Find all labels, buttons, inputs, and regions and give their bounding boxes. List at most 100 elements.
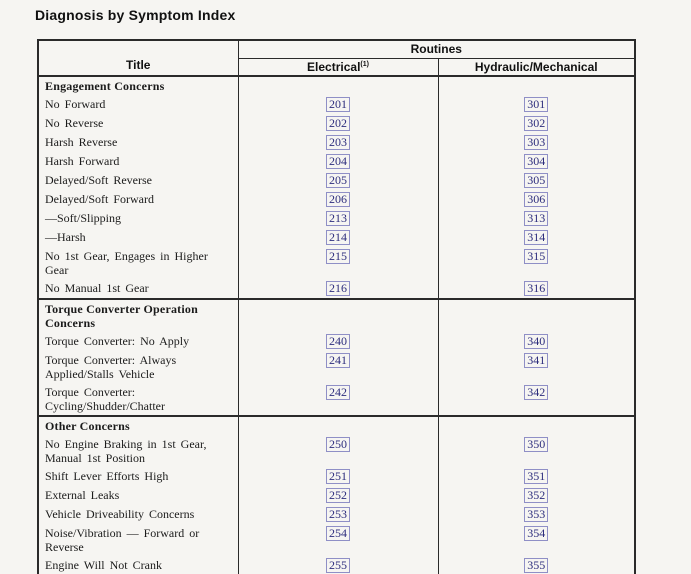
routine-link-hydraulic[interactable]: 313 [524, 211, 549, 226]
routine-link-electrical[interactable]: 202 [326, 116, 350, 131]
routine-link-hydraulic[interactable]: 314 [524, 230, 549, 245]
symptom-label: Harsh Forward [45, 154, 120, 168]
routine-link-hydraulic[interactable]: 340 [524, 334, 549, 349]
routines-header-row: Title Routines [38, 40, 635, 72]
section-header-label: Torque Converter Operation Concerns [45, 302, 198, 330]
routine-link-electrical[interactable]: 205 [326, 173, 350, 188]
table-row: Engine Will Not Crank 255 355 [38, 556, 635, 574]
routine-link-hydraulic[interactable]: 351 [524, 469, 549, 484]
hydraulic-cell: 302 [437, 114, 635, 133]
symptom-label: Torque Converter: No Apply [45, 334, 190, 348]
table-row: Harsh Reverse 203 303 [38, 133, 635, 152]
routine-link-hydraulic[interactable]: 350 [524, 437, 549, 452]
symptom-label: No Reverse [45, 116, 104, 130]
routine-link-hydraulic[interactable]: 306 [524, 192, 549, 207]
table-row: Torque Converter: No Apply 240 340 [38, 332, 635, 351]
routine-link-electrical[interactable]: 240 [326, 334, 350, 349]
electrical-cell: 203 [237, 133, 438, 152]
column-header-hydraulic: Hydraulic/Mechanical [437, 58, 635, 76]
routine-link-hydraulic[interactable]: 355 [524, 558, 549, 573]
routine-link-electrical[interactable]: 253 [326, 507, 350, 522]
symptom-label: No Forward [45, 97, 106, 111]
hydraulic-cell: 306 [437, 190, 635, 209]
table-row: Torque Converter: Cycling/Shudder/Chatte… [38, 383, 635, 416]
section-header-row: Engagement Concerns [38, 76, 635, 95]
routine-link-electrical[interactable]: 241 [326, 353, 350, 368]
routine-link-hydraulic[interactable]: 302 [524, 116, 549, 131]
routine-link-electrical[interactable]: 242 [326, 385, 350, 400]
hydraulic-cell: 313 [437, 209, 635, 228]
routine-link-hydraulic[interactable]: 303 [524, 135, 549, 150]
routine-link-hydraulic[interactable]: 304 [524, 154, 549, 169]
routine-link-hydraulic[interactable]: 315 [524, 249, 549, 264]
routine-link-hydraulic[interactable]: 301 [524, 97, 549, 112]
hydraulic-cell: 354 [437, 524, 635, 556]
routine-link-electrical[interactable]: 255 [326, 558, 350, 573]
table-row: —Soft/Slipping 213 313 [38, 209, 635, 228]
symptom-index-table: Title Routines Electrical(1) Hydraulic/M… [37, 39, 636, 574]
column-header-title: Title [126, 58, 151, 72]
footnote-marker: (1) [360, 60, 369, 68]
electrical-cell: 202 [237, 114, 438, 133]
routine-link-hydraulic[interactable]: 316 [524, 281, 549, 296]
page-title: Diagnosis by Symptom Index [35, 7, 236, 23]
routine-link-electrical[interactable]: 251 [326, 469, 350, 484]
symptom-label: Shift Lever Efforts High [45, 469, 169, 483]
electrical-cell: 201 [237, 95, 438, 114]
section-other-concerns: Other Concerns No Engine Braking in 1st G… [38, 416, 635, 574]
table-row: Torque Converter: Always Applied/Stalls … [38, 351, 635, 383]
empty-cell [437, 299, 635, 332]
table-row: Noise/Vibration — Forward or Reverse 254 3… [38, 524, 635, 556]
routine-link-electrical[interactable]: 216 [326, 281, 350, 296]
table-row: No 1st Gear, Engages in Higher Gear 215 31… [38, 247, 635, 279]
table-row: Delayed/Soft Forward 206 306 [38, 190, 635, 209]
symptom-label: Delayed/Soft Reverse [45, 173, 152, 187]
routine-link-electrical[interactable]: 254 [326, 526, 350, 541]
electrical-cell: 205 [237, 171, 438, 190]
routine-link-hydraulic[interactable]: 305 [524, 173, 549, 188]
symptom-label: Torque Converter: Always Applied/Stalls … [45, 353, 177, 381]
routine-link-hydraulic[interactable]: 353 [524, 507, 549, 522]
routine-link-electrical[interactable]: 250 [326, 437, 350, 452]
electrical-cell: 216 [237, 279, 438, 299]
routine-link-electrical[interactable]: 252 [326, 488, 350, 503]
column-header-electrical: Electrical(1) [237, 58, 438, 76]
routine-link-electrical[interactable]: 204 [326, 154, 350, 169]
routine-link-electrical[interactable]: 203 [326, 135, 350, 150]
electrical-cell: 240 [237, 332, 438, 351]
hydraulic-cell: 352 [437, 486, 635, 505]
table-row: No Reverse 202 302 [38, 114, 635, 133]
routine-link-hydraulic[interactable]: 352 [524, 488, 549, 503]
routine-link-electrical[interactable]: 201 [326, 97, 350, 112]
hydraulic-cell: 351 [437, 467, 635, 486]
table-row: —Harsh 214 314 [38, 228, 635, 247]
hydraulic-cell: 355 [437, 556, 635, 574]
symptom-label: External Leaks [45, 488, 120, 502]
table-row: No Engine Braking in 1st Gear, Manual 1s… [38, 435, 635, 467]
routine-link-electrical[interactable]: 215 [326, 249, 350, 264]
symptom-label: No Manual 1st Gear [45, 281, 149, 295]
symptom-label: Engine Will Not Crank [45, 558, 162, 572]
hydraulic-cell: 353 [437, 505, 635, 524]
routine-link-electrical[interactable]: 214 [326, 230, 350, 245]
hydraulic-cell: 340 [437, 332, 635, 351]
symptom-label: Noise/Vibration — Forward or Reverse [45, 526, 200, 554]
routine-link-hydraulic[interactable]: 341 [524, 353, 549, 368]
electrical-cell: 213 [237, 209, 438, 228]
electrical-cell: 241 [237, 351, 438, 383]
routine-link-hydraulic[interactable]: 354 [524, 526, 549, 541]
hydraulic-cell: 341 [437, 351, 635, 383]
routine-link-electrical[interactable]: 206 [326, 192, 350, 207]
electrical-cell: 242 [237, 383, 438, 416]
table-row: Delayed/Soft Reverse 205 305 [38, 171, 635, 190]
routine-link-hydraulic[interactable]: 342 [524, 385, 549, 400]
symptom-label: Vehicle Driveability Concerns [45, 507, 195, 521]
hydraulic-cell: 303 [437, 133, 635, 152]
symptom-label: No Engine Braking in 1st Gear, Manual 1s… [45, 437, 207, 465]
table-row: No Manual 1st Gear 216 316 [38, 279, 635, 299]
section-header-label: Other Concerns [45, 419, 130, 433]
electrical-cell: 206 [237, 190, 438, 209]
electrical-cell: 253 [237, 505, 438, 524]
routine-link-electrical[interactable]: 213 [326, 211, 350, 226]
